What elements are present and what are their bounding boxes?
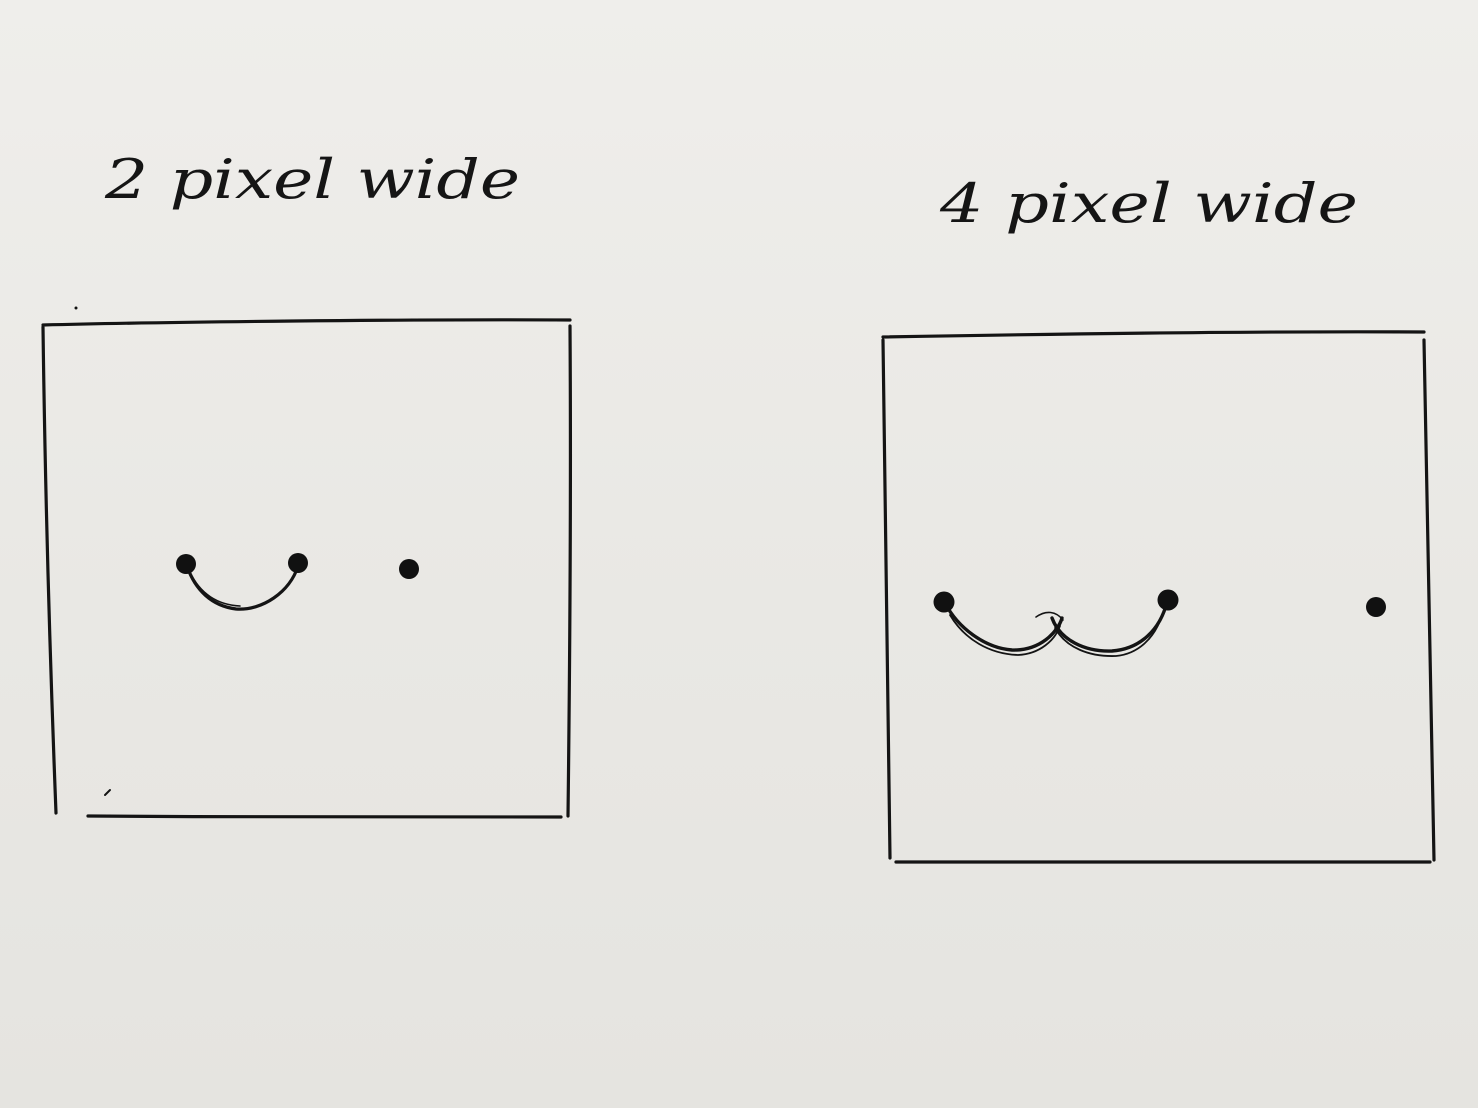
isolated-dot	[1366, 597, 1386, 617]
panel-4-pixel-wide: 4 pixel wide	[881, 172, 1436, 864]
arc-curve	[185, 564, 300, 611]
panel-label-4-pixel-wide: 4 pixel wide	[939, 172, 1358, 235]
arc-start-dot	[933, 591, 955, 613]
panel-frame	[881, 330, 1436, 864]
panel-frame	[41, 318, 572, 820]
arc-start-dot	[176, 554, 196, 574]
arc-curve-left	[943, 601, 1064, 652]
arc-end-dot	[1157, 589, 1179, 611]
pen-mark	[74, 306, 78, 310]
arc-curve-left-shadow	[949, 614, 1061, 656]
panel-2-pixel-wide: 2 pixel wide	[41, 148, 572, 820]
arc-curve-shadow	[189, 571, 241, 607]
isolated-dot	[399, 559, 419, 579]
pen-mark	[104, 789, 111, 796]
panel-label-2-pixel-wide: 2 pixel wide	[104, 148, 520, 211]
arc-curve-right-shadow	[1054, 614, 1163, 657]
arc-crossing-mark	[1035, 611, 1064, 621]
arc-end-dot	[288, 553, 308, 573]
